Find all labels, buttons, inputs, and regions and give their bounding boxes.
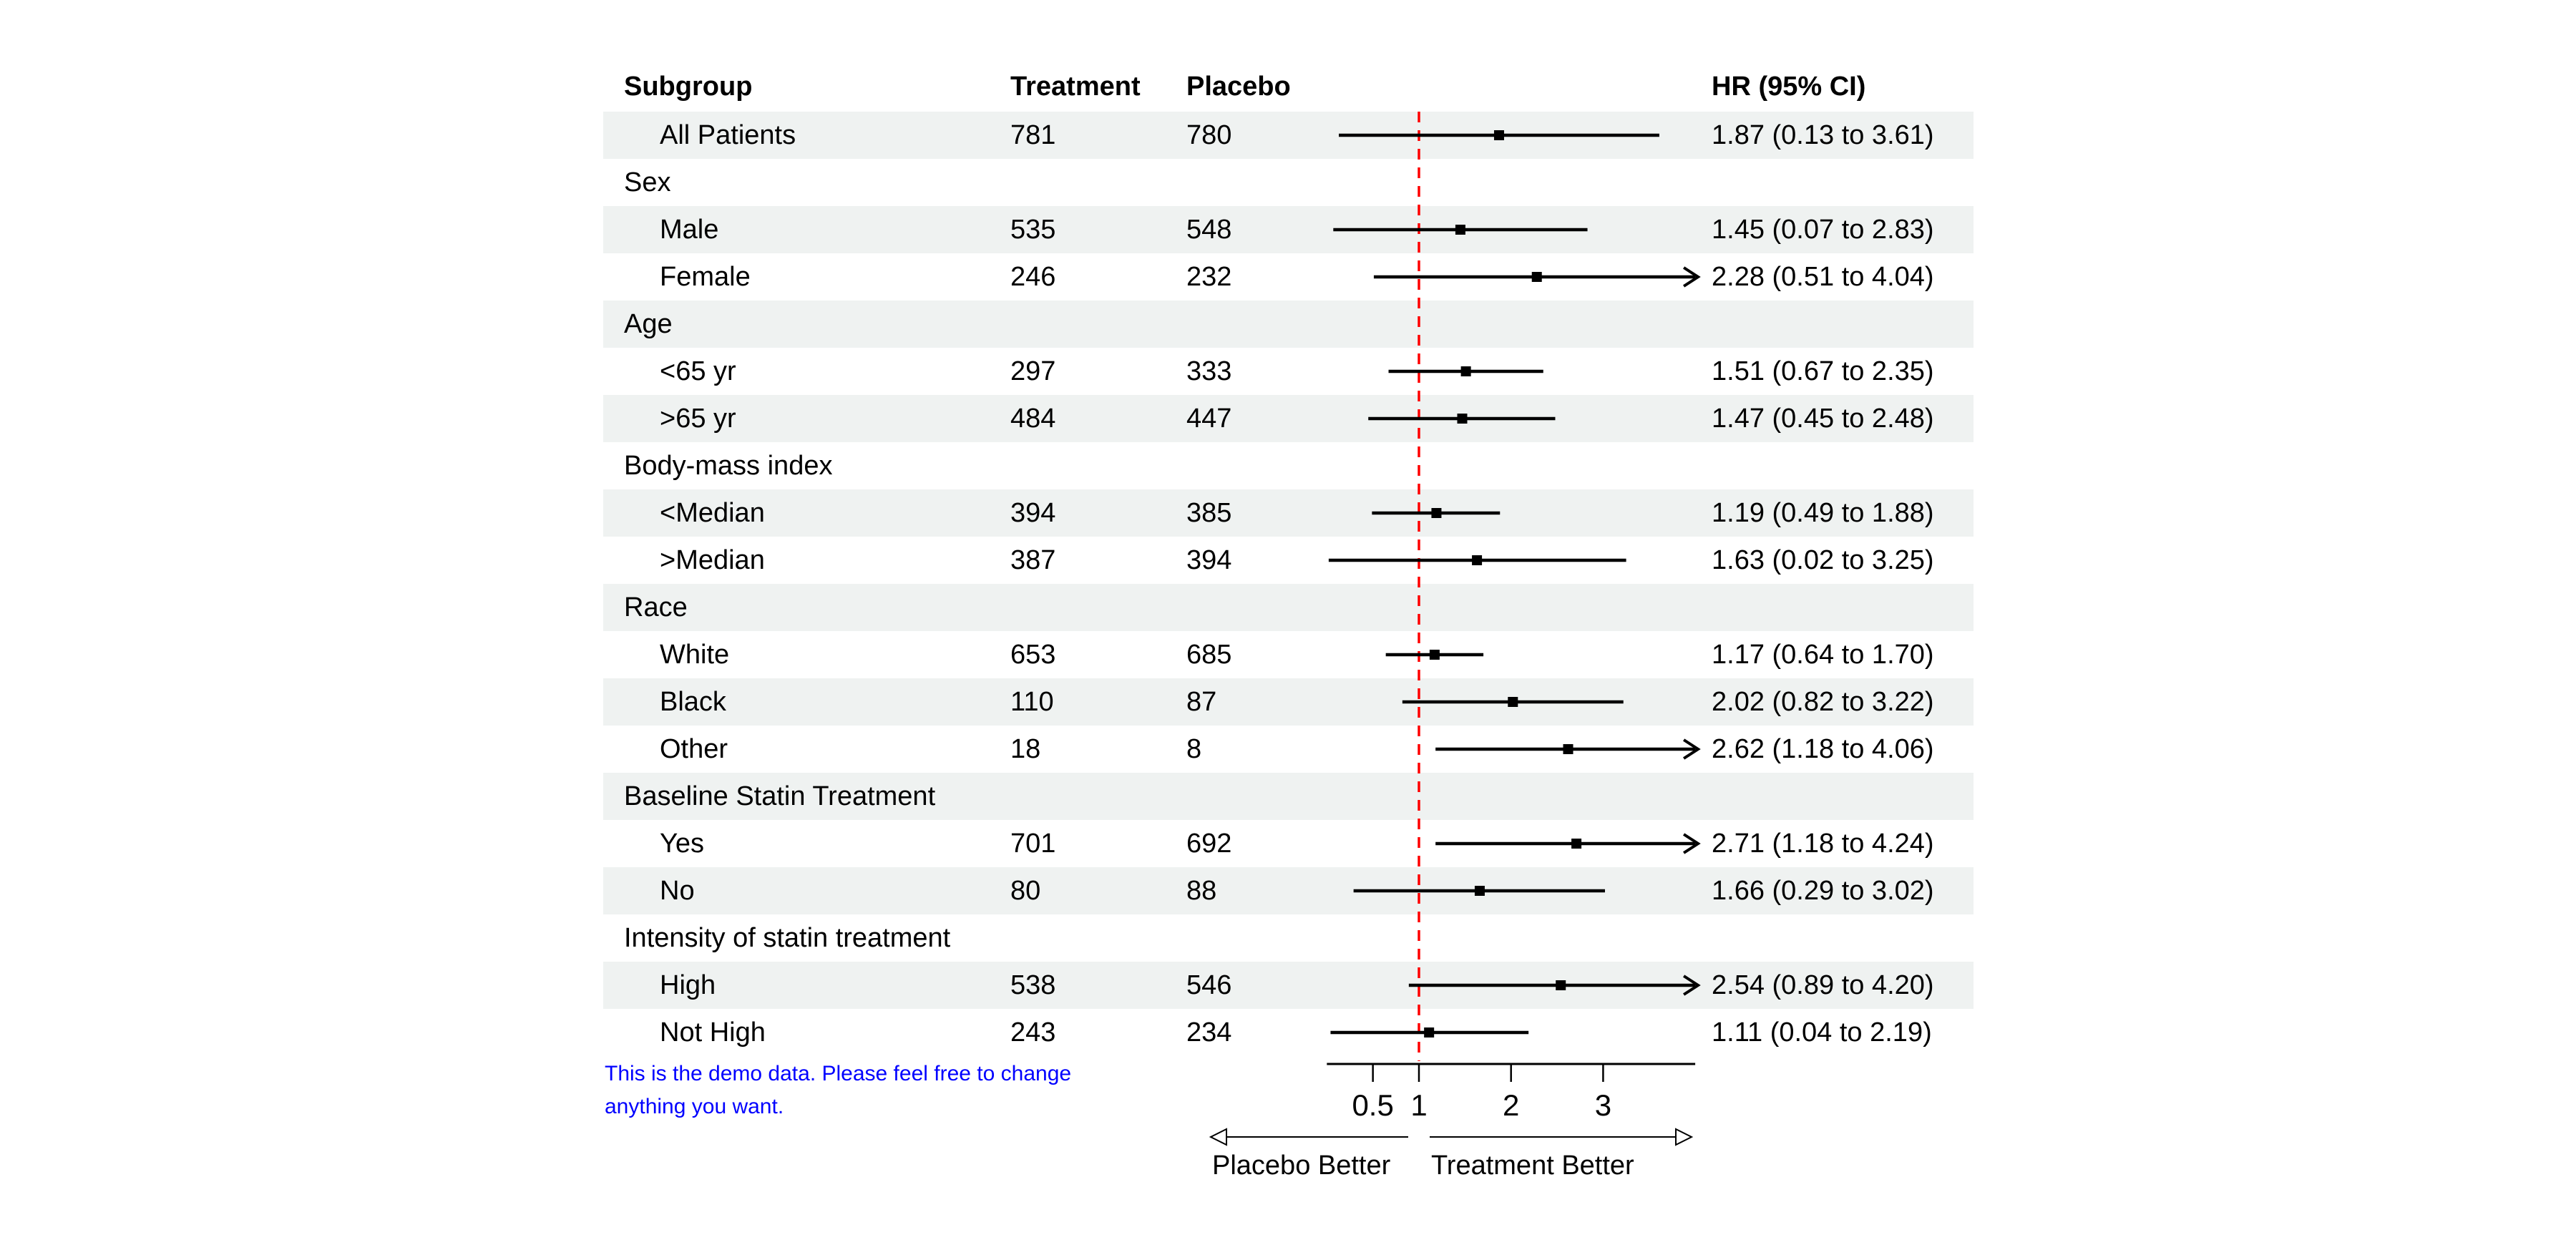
column-header-subgroup: Subgroup [624,72,753,102]
hr-ci-value: 1.17 (0.64 to 1.70) [1712,640,1934,670]
group-label: Body-mass index [624,451,833,481]
hr-ci-value: 1.47 (0.45 to 2.48) [1712,404,1934,434]
table-row: Yes 701 692 2.71 (1.18 to 4.24) [603,820,1974,867]
placebo-n: 447 [1186,404,1232,434]
placebo-n: 548 [1186,215,1232,245]
table-row: High 538 546 2.54 (0.89 to 4.20) [603,962,1974,1009]
treatment-better-label: Treatment Better [1431,1151,1634,1181]
hr-ci-value: 1.87 (0.13 to 3.61) [1712,120,1934,150]
table-row: White 653 685 1.17 (0.64 to 1.70) [603,631,1974,678]
treatment-n: 243 [1010,1017,1056,1048]
table-row: Other 18 8 2.62 (1.18 to 4.06) [603,726,1974,773]
row-label: Not High [660,1017,766,1048]
placebo-n: 88 [1186,876,1217,906]
row-label: Male [660,215,719,245]
axis-tick-label: 0.5 [1352,1088,1393,1122]
treatment-n: 653 [1010,640,1056,670]
treatment-n: 297 [1010,356,1056,386]
hr-ci-value: 1.11 (0.04 to 2.19) [1712,1017,1932,1048]
table-row: <Median 394 385 1.19 (0.49 to 1.88) [603,489,1974,537]
group-header-row: Age [603,301,1974,348]
placebo-n: 87 [1186,687,1217,717]
axis-tick-label: 1 [1410,1088,1427,1122]
hr-ci-value: 2.54 (0.89 to 4.20) [1712,970,1934,1000]
placebo-n: 685 [1186,640,1232,670]
row-label: No [660,876,695,906]
group-header-row: Intensity of statin treatment [603,914,1974,962]
table-row: >Median 387 394 1.63 (0.02 to 3.25) [603,537,1974,584]
row-label: All Patients [660,120,796,150]
treatment-n: 387 [1010,545,1056,575]
table-row: Female 246 232 2.28 (0.51 to 4.04) [603,253,1974,301]
hr-ci-value: 2.28 (0.51 to 4.04) [1712,262,1934,292]
axis-tick-label: 3 [1595,1088,1611,1122]
demo-note: This is the demo data. Please feel free … [605,1058,1071,1123]
placebo-n: 8 [1186,734,1202,764]
row-label: Other [660,734,728,764]
row-label: White [660,640,730,670]
group-label: Intensity of statin treatment [624,923,951,953]
placebo-n: 780 [1186,120,1232,150]
treatment-n: 246 [1010,262,1056,292]
treatment-n: 701 [1010,829,1056,859]
table-row: <65 yr 297 333 1.51 (0.67 to 2.35) [603,348,1974,395]
treatment-n: 80 [1010,876,1041,906]
table-header-row: Subgroup Treatment Placebo HR (95% CI) [603,63,1974,110]
placebo-n: 385 [1186,498,1232,528]
row-label: <65 yr [660,356,736,386]
table-row: Male 535 548 1.45 (0.07 to 2.83) [603,206,1974,253]
group-label: Sex [624,167,671,197]
row-label: High [660,970,716,1000]
treatment-n: 781 [1010,120,1056,150]
demo-note-line1: This is the demo data. Please feel free … [605,1062,1072,1085]
hr-ci-value: 1.66 (0.29 to 3.02) [1712,876,1934,906]
treatment-n: 538 [1010,970,1056,1000]
right-arrowhead-icon [1675,1128,1694,1146]
row-label: >Median [660,545,765,575]
treatment-n: 484 [1010,404,1056,434]
group-label: Race [624,592,688,622]
table-row: Not High 243 234 1.11 (0.04 to 2.19) [603,1009,1974,1056]
left-arrowhead-icon [1209,1128,1227,1146]
column-header-placebo: Placebo [1186,72,1291,102]
placebo-n: 333 [1186,356,1232,386]
axis-tick-label: 2 [1503,1088,1519,1122]
hr-ci-value: 1.19 (0.49 to 1.88) [1712,498,1934,528]
treatment-n: 110 [1010,687,1054,717]
group-label: Baseline Statin Treatment [624,781,936,811]
row-label: Yes [660,829,704,859]
hr-ci-value: 2.02 (0.82 to 3.22) [1712,687,1934,717]
hr-ci-value: 2.71 (1.18 to 4.24) [1712,829,1934,859]
table-row: Black 110 87 2.02 (0.82 to 3.22) [603,678,1974,726]
row-label: >65 yr [660,404,736,434]
hr-ci-value: 1.45 (0.07 to 2.83) [1712,215,1934,245]
hr-ci-value: 1.51 (0.67 to 2.35) [1712,356,1934,386]
group-header-row: Race [603,584,1974,631]
treatment-n: 18 [1010,734,1041,764]
row-label: <Median [660,498,765,528]
treatment-n: 394 [1010,498,1056,528]
group-header-row: Baseline Statin Treatment [603,773,1974,820]
placebo-n: 692 [1186,829,1232,859]
placebo-n: 234 [1186,1017,1232,1048]
placebo-n: 394 [1186,545,1232,575]
hr-ci-value: 2.62 (1.18 to 4.06) [1712,734,1934,764]
row-label: Female [660,262,751,292]
placebo-n: 546 [1186,970,1232,1000]
table-row: All Patients 781 780 1.87 (0.13 to 3.61) [603,112,1974,159]
hr-ci-value: 1.63 (0.02 to 3.25) [1712,545,1934,575]
group-label: Age [624,309,673,339]
table-row: No 80 88 1.66 (0.29 to 3.02) [603,867,1974,914]
treatment-n: 535 [1010,215,1056,245]
placebo-better-label: Placebo Better [1212,1151,1391,1181]
column-header-treatment: Treatment [1010,72,1141,102]
group-header-row: Sex [603,159,1974,206]
demo-note-line2: anything you want. [605,1095,784,1118]
placebo-n: 232 [1186,262,1232,292]
table-row: >65 yr 484 447 1.47 (0.45 to 2.48) [603,395,1974,442]
row-label: Black [660,687,726,717]
group-header-row: Body-mass index [603,442,1974,489]
column-header-hr: HR (95% CI) [1712,72,1866,102]
